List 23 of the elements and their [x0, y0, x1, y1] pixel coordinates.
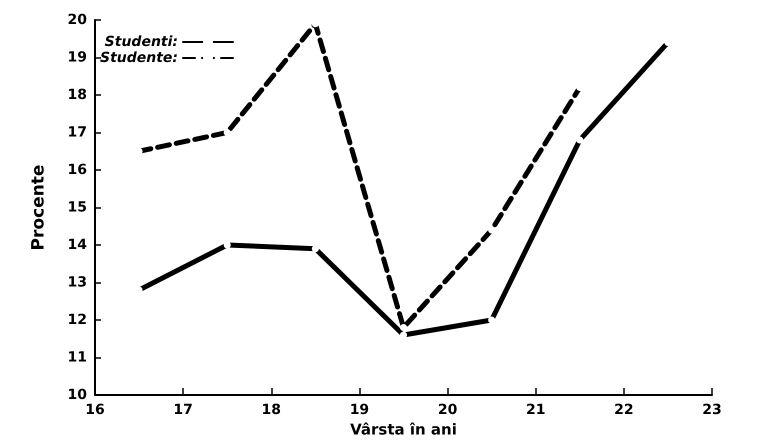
- y-tick-label: 18: [68, 87, 87, 103]
- x-tick-label: 21: [526, 402, 546, 418]
- y-tick-label: 20: [68, 12, 88, 28]
- y-tick-label: 11: [68, 350, 87, 366]
- x-tick-label: 18: [262, 402, 282, 418]
- y-tick-label: 19: [68, 50, 87, 66]
- legend-label: Studenti:: [104, 34, 178, 50]
- x-tick-label: 23: [702, 402, 722, 418]
- x-axis-title: Vârsta în ani: [350, 420, 457, 438]
- y-tick-label: 16: [68, 162, 87, 178]
- x-tick-label: 16: [85, 402, 105, 418]
- y-tick-label: 13: [68, 274, 87, 290]
- legend-label: Studente:: [100, 50, 178, 66]
- y-tick-label: 14: [68, 237, 88, 253]
- x-tick-label: 17: [173, 402, 193, 418]
- y-tick-label: 15: [68, 200, 87, 216]
- y-axis-title: Procente: [28, 164, 48, 250]
- y-tick-label: 17: [68, 124, 87, 140]
- y-tick-label: 10: [68, 387, 88, 403]
- y-tick-label: 12: [68, 312, 87, 328]
- x-tick-label: 19: [350, 402, 370, 418]
- x-tick-label: 20: [438, 402, 458, 418]
- x-tick-label: 22: [614, 402, 634, 418]
